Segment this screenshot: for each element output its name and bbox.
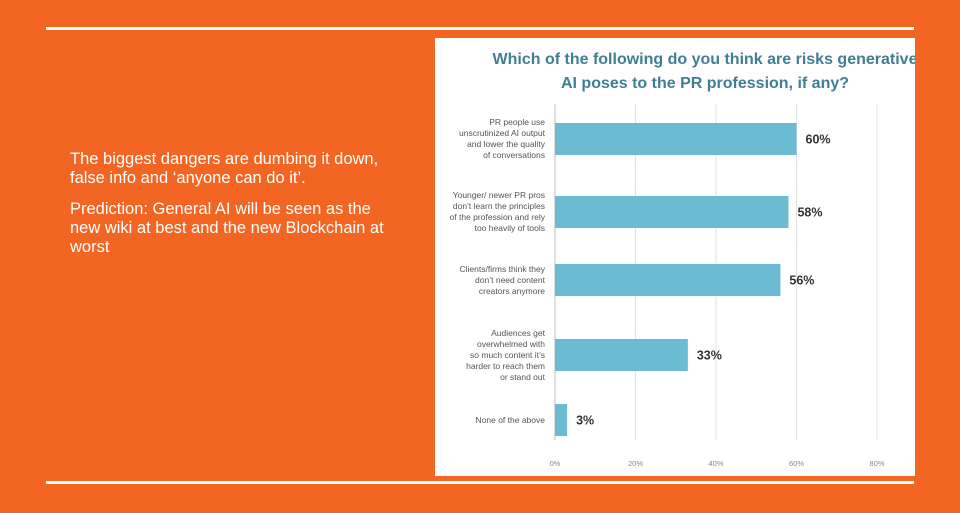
x-tick-label: 0% bbox=[550, 459, 561, 468]
category-label-line: of the profession and rely bbox=[449, 212, 545, 222]
top-divider bbox=[46, 27, 914, 30]
category-label-line: Clients/firms think they bbox=[459, 263, 546, 274]
chart-title: Which of the following do you think are … bbox=[435, 48, 915, 96]
x-tick-label: 20% bbox=[628, 459, 643, 468]
chart-title-line-2: AI poses to the PR profession, if any? bbox=[560, 75, 850, 92]
category-label-line: don’t learn the principles bbox=[452, 201, 545, 211]
category-label-line: of conversations bbox=[483, 150, 545, 160]
slide-paragraph-1: The biggest dangers are dumbing it down,… bbox=[70, 150, 379, 187]
category-label-line: overwhelmed with bbox=[476, 338, 545, 349]
x-tick-label: 40% bbox=[708, 459, 723, 468]
x-tick-label: 80% bbox=[869, 459, 884, 468]
x-tick-label: 60% bbox=[789, 459, 804, 468]
slide-paragraph-2: Prediction: General AI will be seen as t… bbox=[70, 200, 384, 256]
category-label-line: harder to reach them bbox=[466, 360, 545, 371]
category-label-line: None of the above bbox=[475, 414, 545, 425]
chart-title-line-1: Which of the following do you think are … bbox=[492, 51, 915, 68]
bar-value-label: 60% bbox=[806, 133, 831, 147]
category-label-line: Audiences get bbox=[491, 327, 545, 338]
category-label-line: and lower the quality bbox=[467, 139, 545, 149]
bar-value-label: 56% bbox=[789, 274, 814, 288]
slide-text: The biggest dangers are dumbing it down,… bbox=[70, 150, 400, 269]
bar-value-label: 33% bbox=[697, 349, 722, 363]
category-label-line: Younger/ newer PR pros bbox=[452, 190, 545, 200]
category-label-line: unscrutinized AI output bbox=[458, 128, 545, 138]
category-label: PR people use unscrutinized AI output and … bbox=[435, 117, 545, 161]
bar bbox=[555, 123, 797, 155]
bar bbox=[555, 339, 688, 371]
category-label-line: or stand out bbox=[500, 371, 545, 382]
category-label: Audiences get overwhelmed with so much con… bbox=[435, 328, 545, 383]
bottom-divider bbox=[46, 481, 914, 484]
category-label: None of the above bbox=[435, 415, 545, 426]
category-label-line: don’t need content bbox=[475, 274, 545, 285]
bar-chart: 0% 20% 40% 60% 80% 60% 58% 56% 33% 3% bbox=[550, 104, 885, 468]
category-label: Clients/firms think they don’t need conte… bbox=[435, 263, 546, 297]
category-label-line: PR people use bbox=[489, 117, 545, 127]
bar-value-label: 3% bbox=[576, 414, 594, 428]
chart-panel: Which of the following do you think are … bbox=[435, 38, 915, 476]
bar bbox=[555, 404, 568, 436]
category-label: Younger/ newer PR pros don’t learn the pr… bbox=[435, 190, 545, 234]
category-label-line: creators anymore bbox=[478, 285, 545, 296]
category-label-line: so much content it’s bbox=[470, 349, 545, 360]
bar bbox=[555, 264, 781, 296]
category-label-line: too heavily of tools bbox=[474, 223, 545, 233]
bar bbox=[555, 196, 789, 228]
bar-value-label: 58% bbox=[797, 206, 822, 220]
